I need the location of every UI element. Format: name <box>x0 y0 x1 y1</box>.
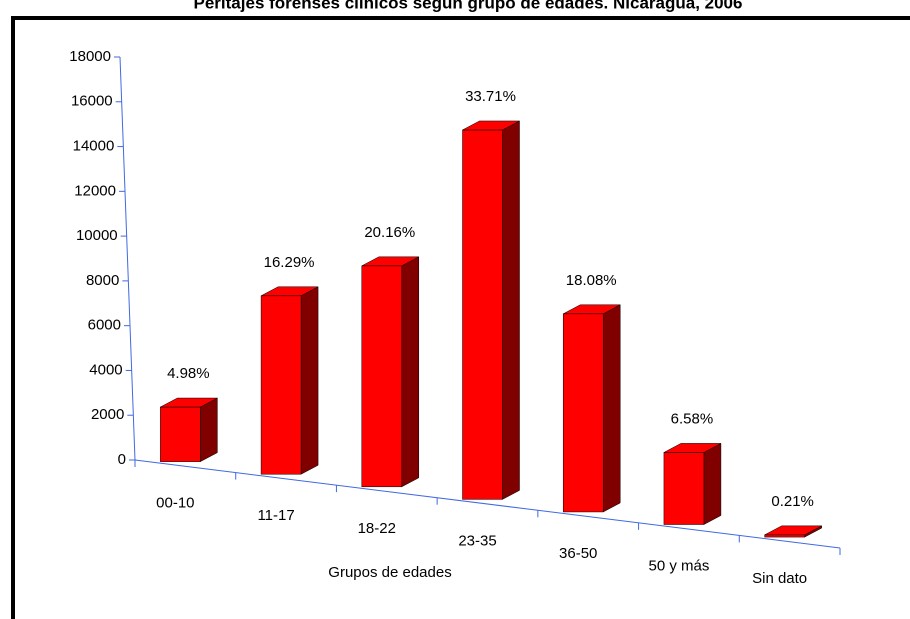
bar-side <box>401 256 420 488</box>
y-tick-label: 16000 <box>71 93 113 110</box>
x-axis-title: Grupos de edades <box>328 564 451 581</box>
y-tick-label: 14000 <box>73 138 115 155</box>
bar <box>361 265 403 488</box>
data-label: 4.98% <box>167 365 210 382</box>
bar-side <box>502 120 520 500</box>
data-label: 18.08% <box>566 272 617 289</box>
bar-top <box>160 397 218 408</box>
y-tick-label: 0 <box>118 451 126 468</box>
x-axis <box>134 459 841 549</box>
y-tick-label: 12000 <box>74 182 116 199</box>
data-label: 6.58% <box>671 410 714 427</box>
bar <box>562 313 604 513</box>
bar <box>663 452 705 525</box>
bar-side <box>300 286 319 475</box>
x-tick-label: 11-17 <box>257 507 294 524</box>
y-axis <box>119 56 136 461</box>
x-tick-label: 23-35 <box>458 532 496 549</box>
bar-top <box>361 256 419 267</box>
bar <box>260 295 302 475</box>
data-label: 16.29% <box>264 254 315 271</box>
bar-top <box>260 286 319 297</box>
chart-title: Peritajes forenses clínicos según grupo … <box>194 0 743 12</box>
bar-side <box>200 397 218 463</box>
bar <box>764 534 805 538</box>
x-tick-label: 00-10 <box>156 495 194 512</box>
bar-top <box>764 525 822 536</box>
data-label: 33.71% <box>465 88 516 105</box>
bar-top <box>462 120 520 131</box>
x-tick-label: 18-22 <box>358 520 396 537</box>
y-tick-label: 4000 <box>89 361 122 378</box>
x-tick-label: 50 y más <box>648 557 709 574</box>
y-tick-label: 10000 <box>76 227 118 244</box>
y-tick-label: 2000 <box>91 406 124 423</box>
bar-top <box>663 443 722 453</box>
data-label: 0.21% <box>771 493 814 510</box>
y-tick-label: 8000 <box>86 272 119 289</box>
bar-side <box>703 443 722 525</box>
data-label: 20.16% <box>364 224 415 241</box>
y-tick-label: 6000 <box>88 317 121 334</box>
bar-top <box>563 304 621 315</box>
bar <box>462 129 503 500</box>
bar-side <box>602 304 621 513</box>
bar <box>160 406 201 462</box>
x-tick-label: Sin dato <box>752 570 807 587</box>
y-tick-label: 18000 <box>69 48 111 65</box>
x-tick-label: 36-50 <box>559 545 597 562</box>
